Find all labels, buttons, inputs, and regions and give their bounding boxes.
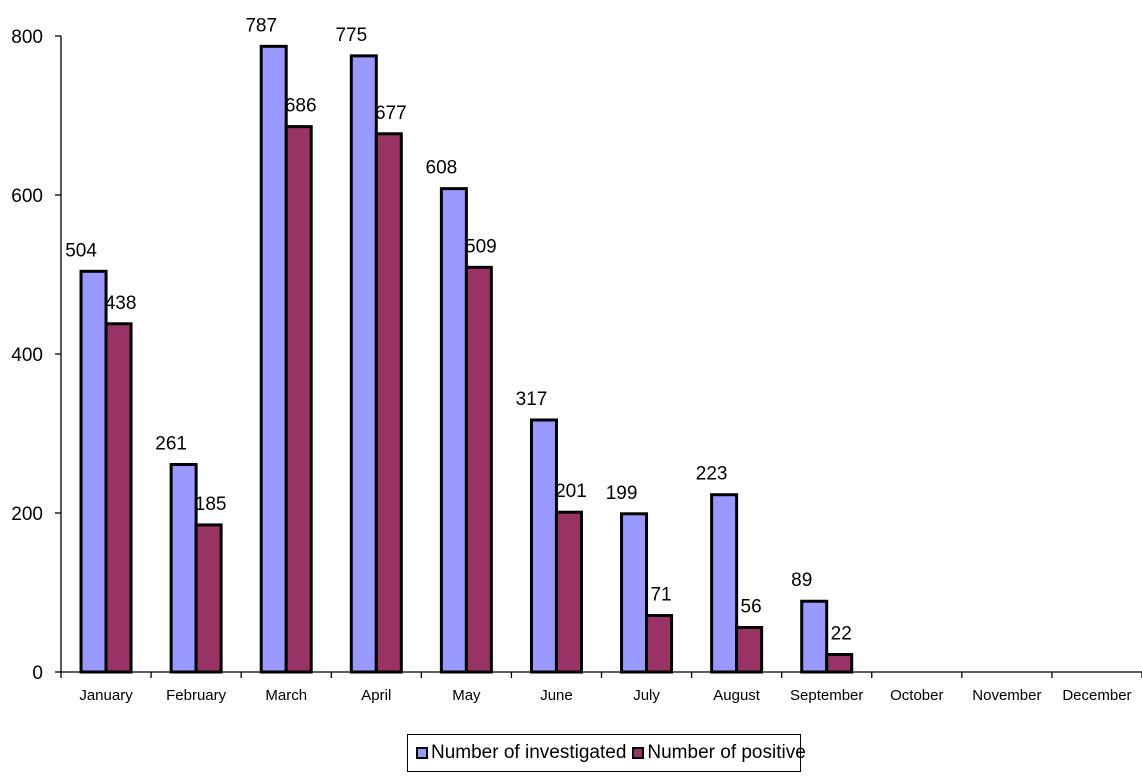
legend-label-investigated: Number of investigated — [431, 742, 627, 763]
bar-investigated — [710, 493, 739, 674]
x-category-label: June — [540, 687, 573, 704]
data-label-positive: 71 — [650, 585, 671, 606]
bar-investigated — [79, 269, 108, 674]
x-category-label: April — [361, 687, 391, 704]
data-label-investigated: 504 — [65, 240, 97, 261]
x-category-label: October — [890, 687, 943, 704]
data-label-positive: 56 — [741, 596, 762, 617]
data-label-investigated: 775 — [335, 25, 367, 46]
chart-data-labels: 504 438 261 185 787 686 775 677 608 509 317 201 199 7… — [65, 15, 852, 644]
data-label-positive: 438 — [105, 293, 137, 314]
bar-positive — [284, 125, 313, 674]
x-category-label: November — [972, 687, 1041, 704]
y-tick-label: 0 — [32, 663, 43, 684]
bar-positive — [825, 653, 854, 674]
x-category-label: February — [166, 687, 227, 704]
bar-positive — [645, 614, 674, 674]
data-label-investigated: 787 — [245, 15, 277, 36]
bar-investigated — [259, 44, 288, 674]
legend-label-positive: Number of positive — [647, 742, 806, 763]
bar-positive — [374, 132, 403, 674]
y-tick-label: 600 — [11, 186, 43, 207]
bar-positive — [464, 265, 493, 674]
y-tick-label: 200 — [11, 504, 43, 525]
data-label-positive: 185 — [195, 494, 227, 515]
data-label-investigated: 261 — [155, 434, 187, 455]
chart-legend: Number of investigated Number of positiv… — [407, 734, 806, 772]
x-category-label: September — [790, 687, 863, 704]
data-label-positive: 677 — [375, 103, 407, 124]
bar-chart: 0 200 400 600 800 January February March April Ma… — [11, 15, 1142, 704]
data-label-investigated: 89 — [791, 570, 812, 591]
legend-swatch-investigated — [416, 747, 428, 759]
legend-swatch-positive — [632, 747, 645, 759]
data-label-investigated: 199 — [606, 483, 638, 504]
x-category-label: March — [265, 687, 307, 704]
data-label-positive: 201 — [555, 481, 587, 502]
data-label-positive: 686 — [285, 96, 317, 117]
data-label-positive: 509 — [465, 236, 497, 257]
y-tick-label: 800 — [11, 27, 43, 48]
x-category-label: August — [713, 687, 761, 704]
chart-bars — [79, 44, 854, 674]
data-label-investigated: 223 — [696, 464, 728, 485]
x-category-label: January — [79, 687, 133, 704]
data-label-investigated: 608 — [426, 158, 458, 179]
bar-investigated — [620, 512, 649, 674]
bar-investigated — [439, 187, 468, 674]
bar-investigated — [529, 418, 558, 674]
bar-positive — [554, 510, 583, 674]
bar-investigated — [349, 54, 378, 674]
legend-item-investigated: Number of investigated — [416, 742, 626, 764]
x-category-label: May — [452, 687, 481, 704]
y-tick-label: 400 — [11, 345, 43, 366]
bar-positive — [735, 625, 764, 674]
x-category-label: December — [1062, 687, 1131, 704]
bar-investigated — [800, 599, 829, 674]
x-category-label: July — [633, 687, 660, 704]
legend-item-positive: Number of positive — [632, 742, 806, 764]
bar-investigated — [169, 463, 198, 674]
data-label-positive: 22 — [831, 624, 852, 645]
data-label-investigated: 317 — [516, 389, 548, 410]
bar-positive — [194, 523, 223, 674]
bar-positive — [104, 322, 133, 674]
chart-axes: 0 200 400 600 800 January February March April Ma… — [11, 27, 1142, 704]
